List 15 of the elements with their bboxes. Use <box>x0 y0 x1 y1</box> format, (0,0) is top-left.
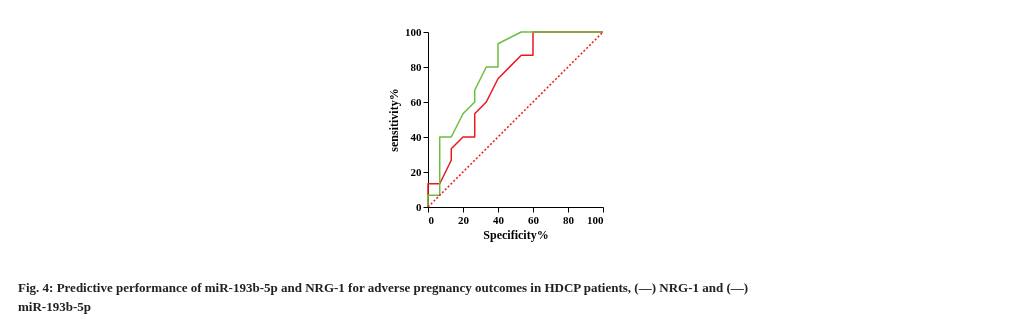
y-tick-label: 80 <box>410 60 422 73</box>
x-axis-title: Specificity% <box>483 227 549 242</box>
y-tick-label: 40 <box>410 130 422 143</box>
y-tick-label: 100 <box>405 25 422 38</box>
x-tick-label: 60 <box>528 213 540 226</box>
x-tick-label: 20 <box>458 213 470 226</box>
x-tick-label: 100 <box>587 213 604 226</box>
y-tick-label: 0 <box>416 200 422 213</box>
x-tick-label: 40 <box>493 213 505 226</box>
y-tick-label: 60 <box>410 95 422 108</box>
caption: Fig. 4: Predictive performance of miR-193b-5p and NRG-1 for adverse pregnancy outcomes in HDCP patients, (—) NRG-1 and (—) miR-193b-5p <box>18 280 749 314</box>
y-tick-label: 20 <box>410 165 422 178</box>
y-axis-title: sensitivity% <box>387 88 401 152</box>
x-tick-label: 80 <box>563 213 575 226</box>
x-tick-label: 0 <box>428 213 435 226</box>
